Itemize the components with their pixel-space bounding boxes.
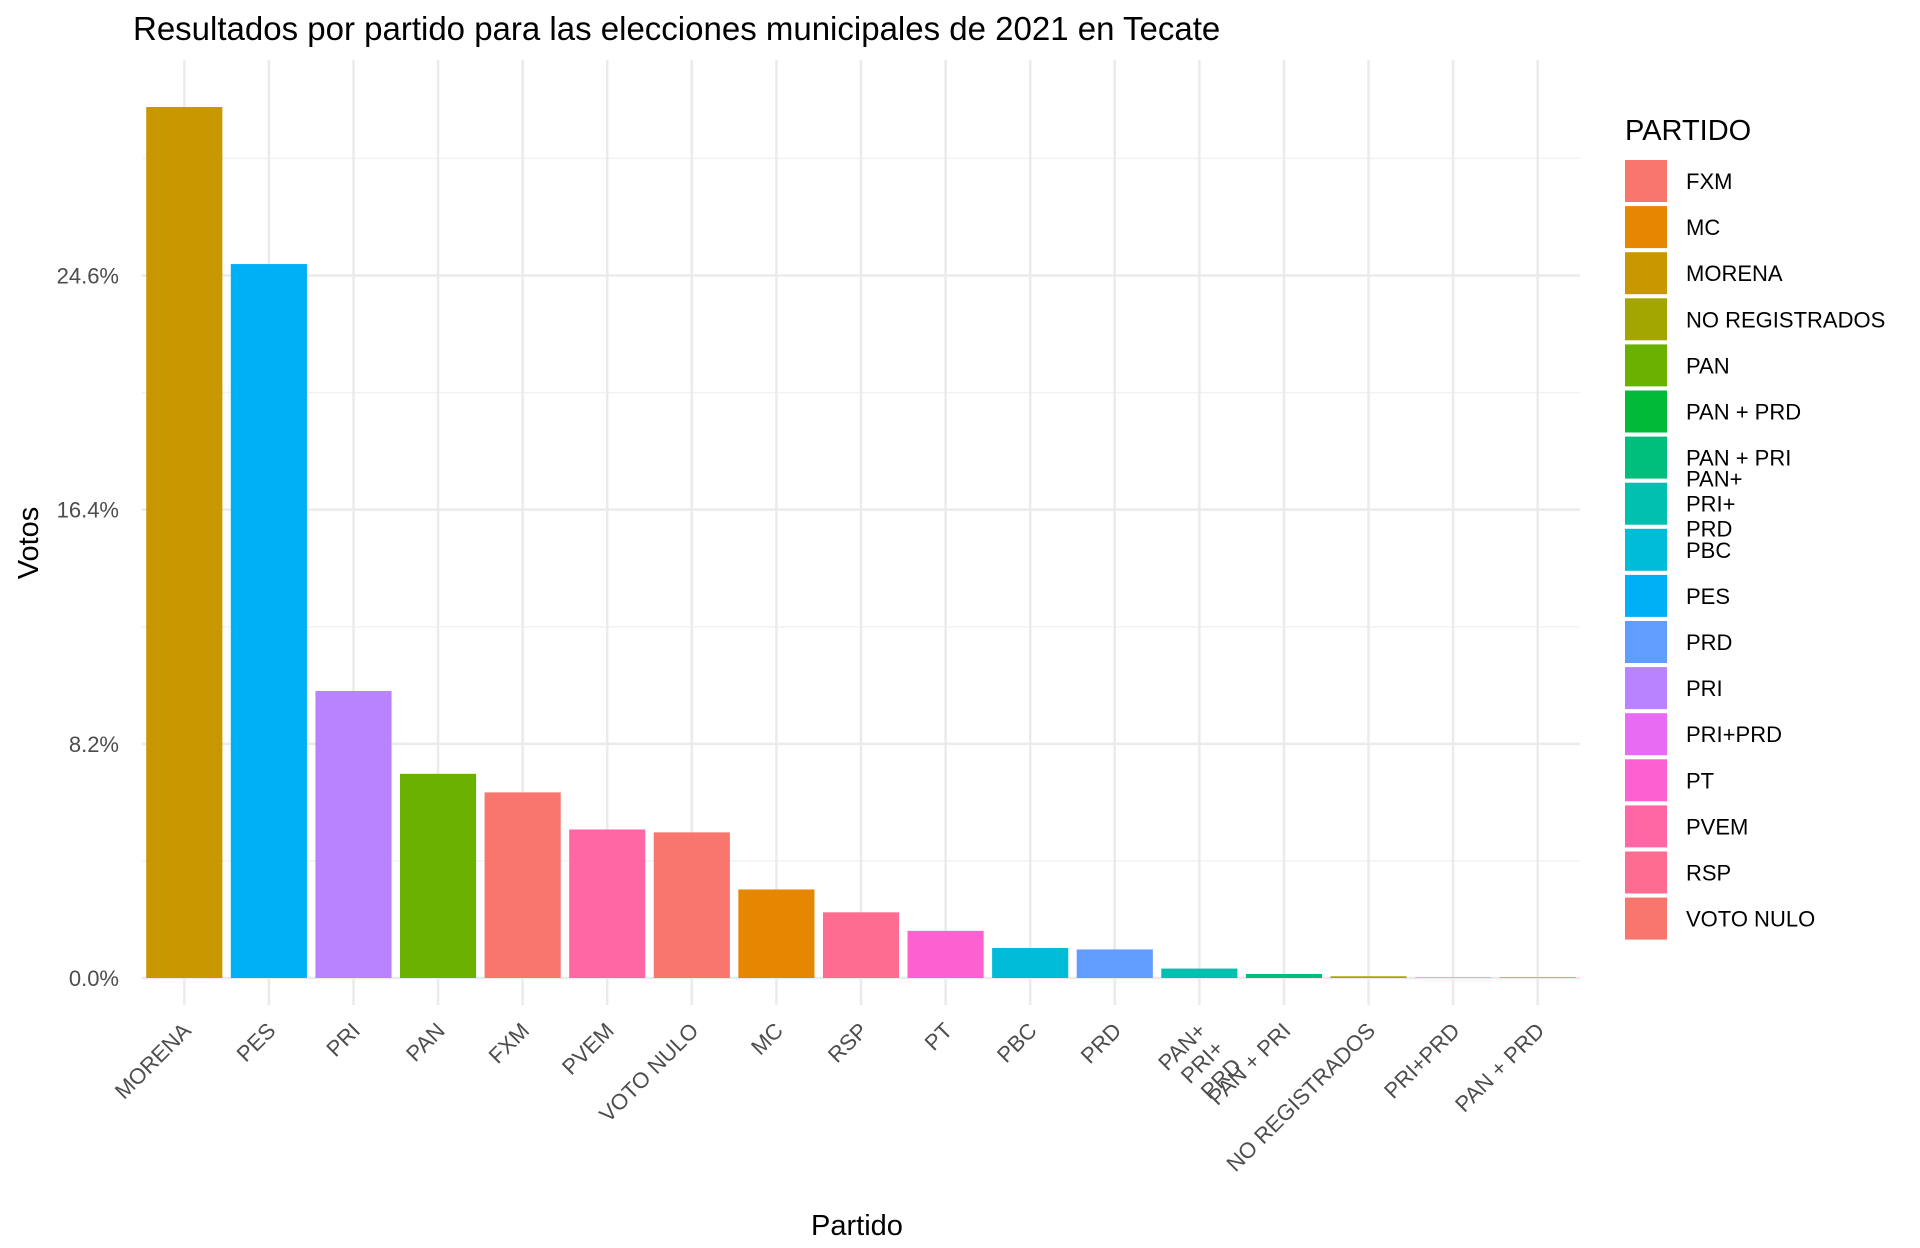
legend-key-mc — [1625, 206, 1667, 249]
legend-label: PVEM — [1686, 814, 1748, 839]
legend-label: MC — [1686, 215, 1720, 240]
legend-key-no-registrados — [1625, 298, 1667, 341]
bar-no-registrados — [1330, 976, 1407, 978]
bar-pan-pri — [1245, 974, 1323, 978]
legend-key-pt — [1625, 759, 1667, 802]
legend-label: PRI+PRD — [1686, 722, 1782, 747]
chart-title: Resultados por partido para las eleccion… — [133, 10, 1220, 47]
bar-pri — [315, 690, 392, 978]
bar-pan-pri-prd — [1161, 968, 1238, 978]
bar-pes — [230, 264, 307, 979]
legend-label: PAN — [1686, 353, 1730, 378]
bar-pan — [399, 773, 477, 978]
bar-pri-prd — [1415, 977, 1492, 978]
legend-key-pri-prd — [1625, 713, 1667, 756]
legend-label: PBC — [1686, 538, 1731, 563]
legend-key-pvem — [1625, 805, 1667, 848]
legend-key-pri — [1625, 667, 1667, 710]
legend-key-pan — [1625, 344, 1667, 387]
legend-key-morena — [1625, 252, 1667, 295]
legend-label: VOTO NULO — [1686, 907, 1815, 932]
legend-label: PAN + PRD — [1686, 400, 1801, 425]
bar-pan-prd — [1499, 977, 1576, 978]
bars — [146, 107, 1576, 979]
legend-title: PARTIDO — [1625, 115, 1751, 147]
bar-pt — [907, 930, 984, 978]
legend-key-rsp — [1625, 851, 1667, 894]
legend-key-prd — [1625, 621, 1667, 663]
bar-pvem — [569, 829, 646, 978]
legend-label: FXM — [1686, 169, 1732, 194]
legend-label: NO REGISTRADOS — [1686, 307, 1885, 332]
legend-key-pbc — [1625, 528, 1667, 571]
bar-mc — [738, 889, 815, 978]
y-axis-ticks: 0.0% 8.2% 16.4% 24.6% — [57, 263, 119, 991]
legend-key-voto-nulo — [1625, 897, 1667, 940]
bar-voto-nulo — [653, 832, 730, 978]
legend-label: RSP — [1686, 861, 1731, 886]
x-axis-title: Partido — [811, 1210, 903, 1242]
legend-label: MORENA — [1686, 261, 1783, 286]
y-tick-label: 16.4% — [57, 498, 119, 523]
legend-label: PRD — [1686, 630, 1732, 655]
legend-key-pan-prd — [1625, 390, 1667, 433]
bar-prd — [1076, 949, 1153, 978]
y-tick-label: 0.0% — [69, 966, 119, 991]
legend-label: PAN+ PRI+ PRD — [1686, 467, 1742, 542]
legend-key-fxm — [1625, 160, 1667, 202]
y-tick-label: 8.2% — [69, 732, 119, 757]
legend-label: PAN + PRI — [1686, 446, 1791, 471]
legend-label: PES — [1686, 584, 1730, 609]
y-axis-title: Votos — [13, 507, 45, 580]
bar-pbc — [992, 948, 1069, 978]
legend: PARTIDO FXM MC MORENA NO REGISTRADOS PAN PAN … — [1625, 115, 1885, 940]
legend-label: PT — [1686, 768, 1714, 793]
legend-key-pan-pri-prd — [1625, 482, 1667, 525]
legend-key-pes — [1625, 574, 1667, 617]
y-tick-label: 24.6% — [57, 263, 119, 288]
bar-rsp — [822, 912, 900, 978]
bar-morena — [146, 107, 223, 978]
legend-label: PRI — [1686, 676, 1723, 701]
bar-fxm — [484, 792, 561, 978]
legend-key-pan-pri — [1625, 436, 1667, 479]
